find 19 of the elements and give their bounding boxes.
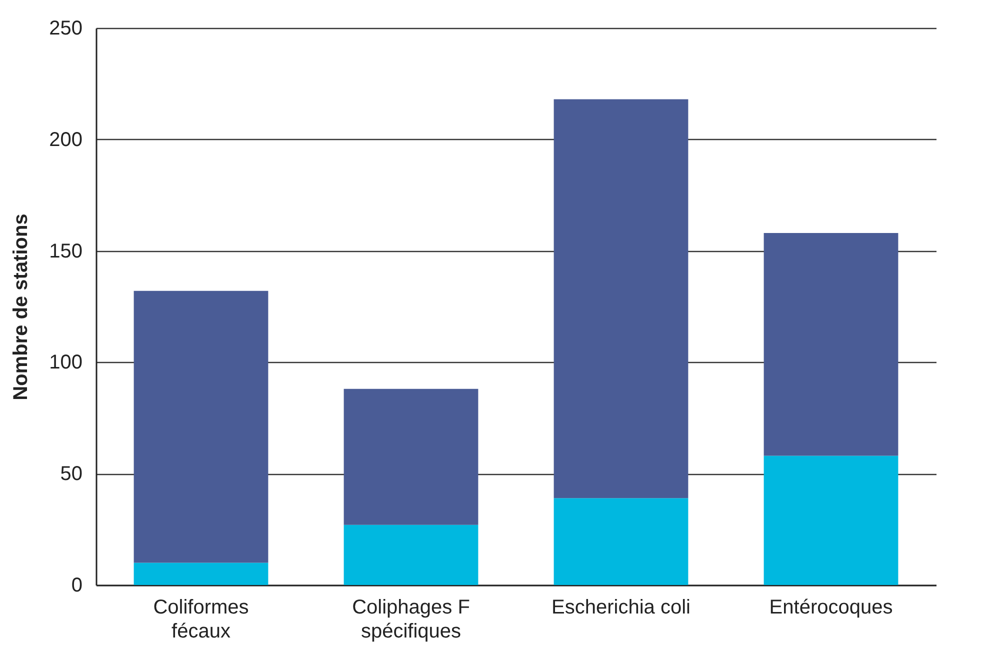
bar	[344, 524, 478, 585]
x-tick-label: Coliformes fécaux	[153, 596, 249, 642]
bar	[344, 388, 478, 525]
x-tick-label: Coliphages F spécifiques	[352, 596, 470, 642]
bar	[134, 562, 268, 585]
x-tick-label: Entérocoques	[769, 596, 893, 618]
bar	[554, 498, 688, 585]
bar	[134, 290, 268, 563]
y-tick-label: 50	[60, 463, 82, 486]
y-tick-label: 200	[49, 128, 82, 151]
x-tick-label: Escherichia coli	[552, 596, 690, 618]
y-tick-label: 150	[49, 240, 82, 262]
y-tick-label: 250	[49, 18, 82, 40]
bar	[764, 456, 898, 585]
y-tick-label: 0	[71, 574, 82, 596]
y-axis-title: Nombre de stations	[10, 214, 32, 400]
y-tick-label: 100	[49, 352, 82, 374]
bar	[764, 232, 898, 456]
bar	[554, 99, 688, 498]
